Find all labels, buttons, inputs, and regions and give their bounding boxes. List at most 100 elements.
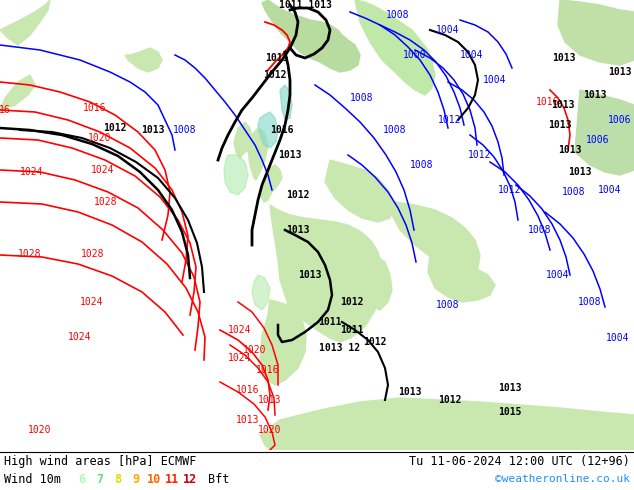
Text: 1028: 1028 [94,197,118,207]
Text: 1008: 1008 [386,10,410,20]
Text: 1013: 1013 [236,415,260,425]
Text: 1015: 1015 [498,407,522,417]
Polygon shape [248,128,268,180]
Polygon shape [280,85,292,120]
Polygon shape [258,112,278,148]
Text: 1004: 1004 [460,50,484,60]
Polygon shape [355,0,435,95]
Text: 1008: 1008 [350,93,374,103]
Text: 1013: 1013 [559,145,582,155]
Text: 1008: 1008 [436,300,460,310]
Text: 1013: 1013 [298,270,321,280]
Polygon shape [224,155,248,195]
Text: 1024: 1024 [81,297,104,307]
Text: 1013: 1013 [551,100,575,110]
Text: 1015: 1015 [265,53,288,63]
Text: 1013: 1013 [552,53,576,63]
Text: 1012: 1012 [263,70,287,80]
Text: 12: 12 [183,472,197,486]
Text: 1013: 1013 [258,395,281,405]
Text: 1008: 1008 [410,160,434,170]
Text: 1012: 1012 [103,123,127,133]
Text: 1028: 1028 [81,249,105,259]
Text: 1020: 1020 [243,345,267,355]
Text: 1011 1013: 1011 1013 [278,0,332,10]
Text: 1020: 1020 [258,425,281,435]
Text: 1016: 1016 [270,125,294,135]
Text: 1004: 1004 [547,270,570,280]
Polygon shape [252,275,270,310]
Text: 1013: 1013 [583,90,607,100]
Text: 1020: 1020 [88,133,112,143]
Text: 1008: 1008 [562,187,586,197]
Text: 1013 12: 1013 12 [320,343,361,353]
Text: 1006: 1006 [608,115,631,125]
Text: 10: 10 [147,472,161,486]
Text: 1013: 1013 [498,383,522,393]
Text: 1006: 1006 [586,135,610,145]
Text: 1012: 1012 [438,395,462,405]
Polygon shape [262,0,360,72]
Text: 1013: 1013 [568,167,592,177]
Text: 1016: 1016 [236,385,260,395]
Text: 1013: 1013 [141,125,165,135]
Polygon shape [575,90,634,175]
Text: 1008: 1008 [528,225,552,235]
Polygon shape [260,165,282,202]
Text: 1004: 1004 [436,25,460,35]
Text: 1028: 1028 [18,249,42,259]
Text: 1012: 1012 [438,115,462,125]
Text: 1024: 1024 [20,167,44,177]
Text: 16: 16 [0,105,11,115]
Text: 8: 8 [115,472,122,486]
Text: 1024: 1024 [228,353,252,363]
Text: 1004: 1004 [598,185,622,195]
Text: 1008: 1008 [383,125,407,135]
Text: 1024: 1024 [228,325,252,335]
Text: 1012: 1012 [286,190,310,200]
Text: ©weatheronline.co.uk: ©weatheronline.co.uk [495,474,630,484]
Text: 1011: 1011 [340,325,364,335]
Polygon shape [260,300,306,385]
Text: 1012: 1012 [498,185,522,195]
Text: Bft: Bft [208,472,230,486]
Polygon shape [0,0,50,45]
Text: 1013: 1013 [398,387,422,397]
Polygon shape [260,398,634,450]
Text: High wind areas [hPa] ECMWF: High wind areas [hPa] ECMWF [4,455,197,467]
Text: 1011: 1011 [318,317,342,327]
Text: 1004: 1004 [606,333,630,343]
Text: 11: 11 [165,472,179,486]
Text: 1016: 1016 [83,103,107,113]
Text: 1000: 1000 [403,50,427,60]
Text: 1024: 1024 [91,165,115,175]
Text: 1013: 1013 [548,120,572,130]
Polygon shape [325,160,395,222]
Text: 6: 6 [79,472,86,486]
Text: Tu 11-06-2024 12:00 UTC (12+96): Tu 11-06-2024 12:00 UTC (12+96) [409,455,630,467]
Text: Wind 10m: Wind 10m [4,472,61,486]
Polygon shape [392,202,480,272]
Text: 1008: 1008 [578,297,602,307]
Polygon shape [270,205,385,342]
Text: 1004: 1004 [483,75,507,85]
Polygon shape [558,0,634,65]
Text: 1008: 1008 [173,125,197,135]
Text: 1024: 1024 [68,332,92,342]
Polygon shape [0,75,35,110]
Polygon shape [428,255,495,302]
Text: 7: 7 [96,472,103,486]
Text: 1012: 1012 [340,297,364,307]
Polygon shape [234,122,252,158]
Text: 1016: 1016 [536,97,560,107]
Text: 1013: 1013 [608,67,631,77]
Polygon shape [312,255,338,317]
Polygon shape [125,48,162,72]
Text: 9: 9 [133,472,139,486]
Text: 1012: 1012 [469,150,492,160]
Polygon shape [355,250,392,310]
Text: 1013: 1013 [286,225,310,235]
Text: 1016: 1016 [256,365,280,375]
Text: 1012: 1012 [363,337,387,347]
Text: 1020: 1020 [29,425,52,435]
